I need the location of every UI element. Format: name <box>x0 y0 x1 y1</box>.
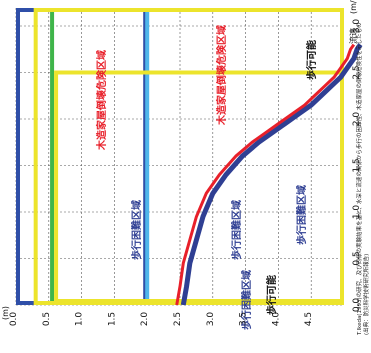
x-axis-unit: (m/s) <box>349 0 358 14</box>
zone-label: 歩行可能 <box>265 275 278 315</box>
zone-border-yellow-right <box>33 8 345 305</box>
x-tick-label: 1.5 <box>352 158 362 172</box>
y-axis-unit: (m) <box>1 306 10 320</box>
y-tick-label: 1.5 <box>107 312 117 326</box>
y-tick-label: 1.0 <box>75 312 85 327</box>
x-tick-label: 3.0 <box>352 19 362 34</box>
x-tick-label: 0.0 <box>352 298 362 313</box>
series-line-1 <box>180 43 363 306</box>
x-tick-label: 1.0 <box>352 205 362 220</box>
y-tick-label: 4.5 <box>304 312 314 326</box>
zone-label: 木造家屋倒壊危険区域 <box>95 50 108 151</box>
y-tick-label: 2.5 <box>173 312 183 326</box>
y-tick-label: 2.0 <box>140 312 150 327</box>
x-tick-label: 0.5 <box>352 251 362 265</box>
y-tick-label: 3.5 <box>239 312 249 326</box>
y-tick-label: 0.0 <box>9 312 19 327</box>
y-tick-label: 0.5 <box>42 312 52 326</box>
zone-label: 歩行困難区域 <box>295 185 308 245</box>
series-line-2 <box>175 43 356 306</box>
zone-label: 歩行困難区域 <box>230 200 243 260</box>
zone-label: 歩行困難区域 <box>240 270 253 330</box>
y-tick-label: 4.0 <box>271 312 281 327</box>
x-axis-label: 流速 <box>348 28 358 44</box>
x-tick-label: 2.0 <box>352 112 362 127</box>
footnote-line: T.Ikeda(1993)の研究、及び同様の実験結果を基に、水深と流速の関係から… <box>355 23 363 336</box>
footnote-line: (出典：防災科学技術研究所報告) <box>362 254 370 335</box>
zone-label: 木造家屋倒壊危険区域 <box>215 25 228 126</box>
zone-label: 歩行可能 <box>305 40 318 80</box>
x-tick-label: 2.5 <box>352 65 362 79</box>
zone-label: 歩行困難区域 <box>130 200 143 260</box>
y-tick-label: 3.0 <box>206 312 216 327</box>
